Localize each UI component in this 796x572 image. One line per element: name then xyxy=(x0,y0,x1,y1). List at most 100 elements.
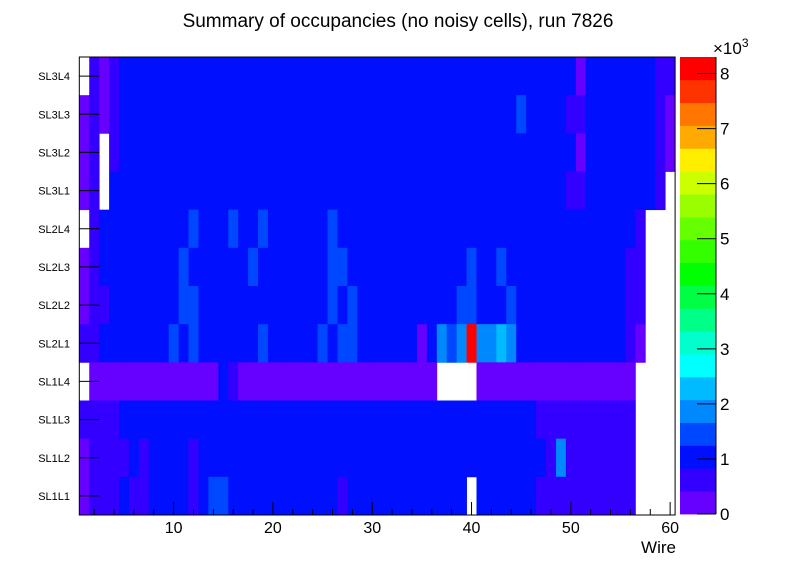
heatmap-cell xyxy=(188,438,199,478)
heatmap-cell xyxy=(595,324,606,363)
heatmap-cell xyxy=(456,286,467,325)
heatmap-cell xyxy=(367,438,378,478)
heatmap-cell xyxy=(486,362,497,401)
heatmap-cell xyxy=(546,362,557,401)
heatmap-cell xyxy=(188,400,199,440)
heatmap-cell xyxy=(367,247,378,287)
heatmap-cell xyxy=(267,286,279,325)
heatmap-cell xyxy=(248,286,259,325)
heatmap-cell xyxy=(297,171,309,211)
heatmap-cell xyxy=(238,171,249,211)
heatmap-cell xyxy=(416,95,428,134)
heatmap-cell xyxy=(406,95,418,134)
heatmap-cell xyxy=(625,95,636,134)
heatmap-cell xyxy=(317,133,328,172)
heatmap-cell xyxy=(506,95,517,134)
heatmap-cell xyxy=(238,400,249,440)
heatmap-cell xyxy=(506,209,517,249)
heatmap-cell xyxy=(456,171,467,211)
heatmap-cell xyxy=(387,438,398,478)
heatmap-cell xyxy=(218,209,229,249)
heatmap-cell xyxy=(238,286,249,325)
y-tick-label: SL3L2 xyxy=(38,147,70,159)
heatmap-cell xyxy=(347,476,358,516)
heatmap-cell xyxy=(486,286,497,325)
heatmap-cell xyxy=(347,438,358,478)
heatmap-cell xyxy=(446,400,458,440)
heatmap-cell xyxy=(615,286,626,325)
heatmap-cell xyxy=(486,247,497,287)
heatmap-cell xyxy=(238,476,249,516)
heatmap-cell xyxy=(109,133,120,172)
heatmap-cell xyxy=(516,438,527,478)
heatmap-cell xyxy=(148,57,160,96)
heatmap-cell xyxy=(585,209,597,249)
heatmap-cell xyxy=(297,57,309,96)
heatmap-cell xyxy=(158,133,170,172)
heatmap-cell xyxy=(267,171,279,211)
heatmap-cell xyxy=(198,400,209,440)
x-tick-label: 50 xyxy=(562,520,580,537)
y-tick-label: SL1L2 xyxy=(38,453,70,465)
heatmap-cell xyxy=(605,57,616,96)
heatmap-cell xyxy=(506,476,517,516)
heatmap-cell xyxy=(228,324,239,363)
heatmap-cell xyxy=(267,95,279,134)
heatmap-cell xyxy=(526,57,537,96)
heatmap-cell xyxy=(466,400,477,440)
heatmap-cell xyxy=(426,95,438,134)
heatmap-cell xyxy=(337,171,348,211)
heatmap-cell xyxy=(595,133,606,172)
heatmap-cell xyxy=(317,438,328,478)
heatmap-cell xyxy=(446,133,458,172)
heatmap-cell xyxy=(605,209,616,249)
heatmap-cell xyxy=(287,400,299,440)
heatmap-cell xyxy=(297,362,309,401)
heatmap-cell xyxy=(347,362,358,401)
heatmap-cell xyxy=(605,286,616,325)
heatmap-cell xyxy=(188,133,199,172)
heatmap-cell xyxy=(367,209,378,249)
heatmap-cell xyxy=(377,476,388,516)
heatmap-cell xyxy=(615,362,626,401)
heatmap-cell xyxy=(99,476,110,516)
heatmap-cell xyxy=(615,476,626,516)
heatmap-cell xyxy=(555,438,567,478)
heatmap-cell xyxy=(188,57,199,96)
heatmap-cell xyxy=(605,95,616,134)
heatmap-cell xyxy=(516,133,527,172)
heatmap-cell xyxy=(307,247,319,287)
heatmap-cell xyxy=(307,362,319,401)
heatmap-cell xyxy=(635,209,646,249)
heatmap-cell xyxy=(426,324,438,363)
heatmap-cell xyxy=(258,324,269,363)
heatmap-cell xyxy=(476,133,487,172)
heatmap-cell xyxy=(555,133,567,172)
heatmap-cell xyxy=(347,171,358,211)
heatmap-cell xyxy=(516,247,527,287)
heatmap-cell xyxy=(267,209,279,249)
heatmap-cell xyxy=(277,286,289,325)
color-scale-band xyxy=(680,491,716,515)
heatmap-cell xyxy=(615,209,626,249)
heatmap-cell xyxy=(605,476,616,516)
heatmap-cell xyxy=(635,286,646,325)
heatmap-cell xyxy=(546,324,557,363)
heatmap-cell xyxy=(357,133,368,172)
color-scale-band xyxy=(680,125,716,149)
heatmap-cell xyxy=(228,209,239,249)
heatmap-cell xyxy=(635,95,646,134)
color-scale-band xyxy=(680,102,716,126)
heatmap-cell xyxy=(416,171,428,211)
color-scale-band xyxy=(680,171,716,195)
heatmap-cell xyxy=(456,324,467,363)
heatmap-cell xyxy=(357,95,368,134)
heatmap-cell xyxy=(426,133,438,172)
heatmap-cell xyxy=(496,247,507,287)
heatmap-cell xyxy=(655,171,666,211)
heatmap-cell xyxy=(148,324,160,363)
y-tick-label: SL1L3 xyxy=(38,415,70,427)
heatmap-cell xyxy=(337,476,348,516)
heatmap-cell xyxy=(138,362,150,401)
heatmap-cell xyxy=(357,362,368,401)
